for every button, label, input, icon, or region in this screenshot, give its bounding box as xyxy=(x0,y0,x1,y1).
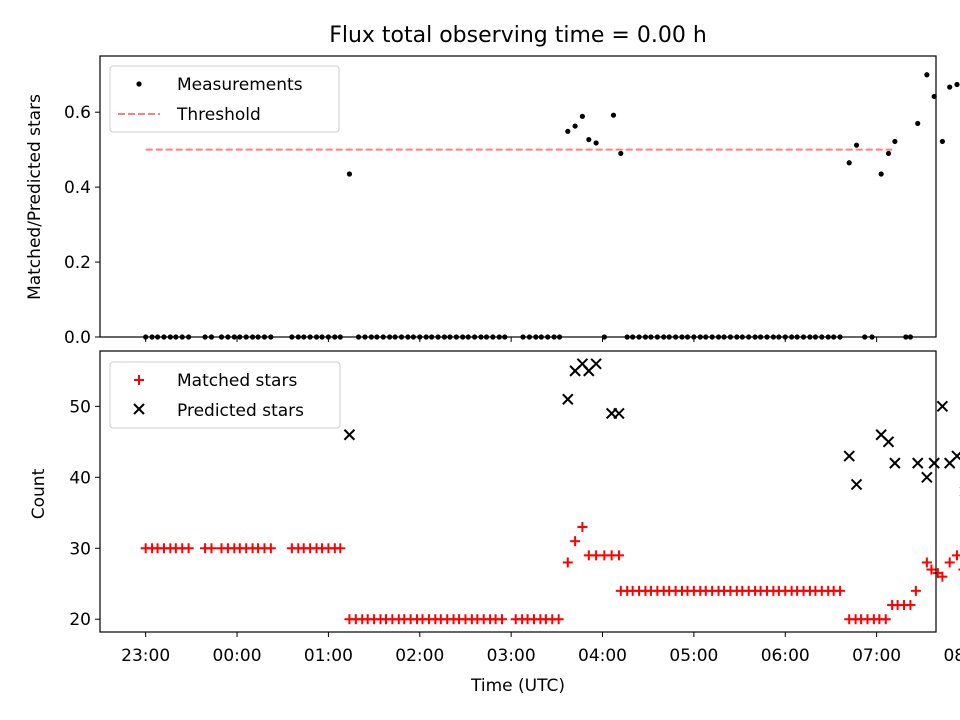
bottom-xtick-label: 07:00 xyxy=(852,646,901,666)
matched-star-point xyxy=(835,585,846,596)
legend-threshold-label: Threshold xyxy=(176,105,261,125)
measurement-point xyxy=(947,84,953,90)
measurement-point xyxy=(954,81,960,88)
predicted-star-point xyxy=(889,457,901,469)
top-axes-frame xyxy=(99,55,937,338)
top-panel: Flux total observing time = 0.00 h Match… xyxy=(25,23,960,348)
bottom-xtick-label: 03:00 xyxy=(487,646,536,666)
matched-stars-layer xyxy=(140,521,960,625)
measurement-point xyxy=(572,123,578,129)
matched-star-point xyxy=(926,564,937,575)
bottom-xtick-label: 05:00 xyxy=(669,646,718,666)
bottom-xtick-label: 04:00 xyxy=(578,646,627,666)
predicted-star-point xyxy=(343,429,356,441)
matched-star-point xyxy=(921,557,932,568)
bottom-xtick-label: 01:00 xyxy=(304,646,353,666)
predicted-star-point xyxy=(936,400,949,413)
predicted-star-point xyxy=(882,436,895,448)
measurement-point xyxy=(593,140,599,146)
predicted-star-point xyxy=(912,457,924,469)
predicted-star-point xyxy=(921,471,933,484)
measurement-point xyxy=(853,142,860,148)
bottom-ytick-label: 50 xyxy=(69,397,91,417)
top-y-ticks: 0.0 0.2 0.4 0.6 xyxy=(64,103,100,348)
matched-star-point xyxy=(562,557,573,568)
bottom-xtick-label: 06:00 xyxy=(761,646,810,666)
bottom-y-ticks: 20 30 40 50 xyxy=(69,397,100,630)
measurement-point xyxy=(846,160,852,166)
top-title: Flux total observing time = 0.00 h xyxy=(329,23,707,48)
measurement-point xyxy=(885,150,892,157)
matched-star-point xyxy=(910,585,921,596)
measurement-point xyxy=(565,128,571,134)
predicted-stars-layer xyxy=(343,358,960,497)
matched-star-point xyxy=(570,536,581,547)
matched-star-point xyxy=(577,521,588,532)
legend-measurements-marker xyxy=(136,81,142,87)
measurement-point xyxy=(878,171,884,177)
measurement-point xyxy=(586,136,592,143)
bottom-ytick-label: 40 xyxy=(69,468,91,488)
bottom-xtick-label: 08:00 xyxy=(943,646,960,666)
measurement-point xyxy=(915,120,921,127)
measurement-point xyxy=(924,72,930,78)
bottom-axes-frame xyxy=(99,350,937,633)
measurement-point xyxy=(892,138,898,145)
bottom-xtick-label: 02:00 xyxy=(395,646,444,666)
bottom-legend-box xyxy=(109,361,341,429)
top-x-ticks xyxy=(145,337,878,342)
top-ytick-label: 0.2 xyxy=(64,253,91,273)
matched-star-point xyxy=(553,614,564,625)
bottom-xtick-label: 23:00 xyxy=(121,646,170,666)
measurement-point xyxy=(610,112,617,118)
predicted-star-point xyxy=(562,393,574,405)
measurement-point xyxy=(618,150,624,157)
matched-star-point xyxy=(497,614,508,625)
legend-predicted-label: Predicted stars xyxy=(177,401,304,421)
bottom-ytick-label: 30 xyxy=(69,539,91,559)
bottom-y-axis-label: Count xyxy=(29,468,49,519)
matched-star-point xyxy=(880,614,891,625)
matched-star-point xyxy=(183,543,194,554)
matched-star-point xyxy=(613,550,624,561)
bottom-xtick-label: 00:00 xyxy=(213,646,262,666)
matched-star-point xyxy=(335,543,346,554)
top-legend-box xyxy=(109,65,340,133)
bottom-legend: Matched stars Predicted stars xyxy=(109,361,341,429)
top-ytick-label: 0.0 xyxy=(64,328,91,348)
predicted-star-point xyxy=(951,450,960,462)
measurement-point xyxy=(939,138,945,145)
matched-star-point xyxy=(952,550,960,561)
measurement-point xyxy=(346,171,353,177)
matched-star-point xyxy=(944,557,955,568)
bottom-ytick-label: 20 xyxy=(69,610,91,630)
matched-star-point xyxy=(206,543,217,554)
bottom-x-axis-label: Time (UTC) xyxy=(470,676,565,696)
legend-matched-marker xyxy=(134,375,144,385)
bottom-x-ticks: 23:00 00:00 01:00 02:00 03:00 04:00 05:00 06:00… xyxy=(121,632,960,666)
matched-star-point xyxy=(905,600,916,611)
legend-predicted-marker xyxy=(133,403,145,415)
top-ytick-label: 0.6 xyxy=(64,103,91,123)
predicted-star-point xyxy=(850,478,863,491)
top-ytick-label: 0.4 xyxy=(64,178,91,198)
predicted-star-point xyxy=(928,457,940,469)
measurement-point xyxy=(579,113,586,119)
bottom-panel: Count Time (UTC) 20 30 40 50 23:00 00:00 01:0… xyxy=(29,350,960,696)
predicted-star-point xyxy=(613,407,625,420)
matched-star-point xyxy=(937,571,948,582)
legend-matched-label: Matched stars xyxy=(177,371,297,391)
top-legend: Measurements Threshold xyxy=(109,65,340,133)
legend-measurements-label: Measurements xyxy=(177,75,303,95)
top-y-axis-label: Matched/Predicted stars xyxy=(25,94,45,300)
matched-star-point xyxy=(265,543,276,554)
predicted-star-point xyxy=(590,358,602,370)
predicted-star-point xyxy=(843,450,855,462)
